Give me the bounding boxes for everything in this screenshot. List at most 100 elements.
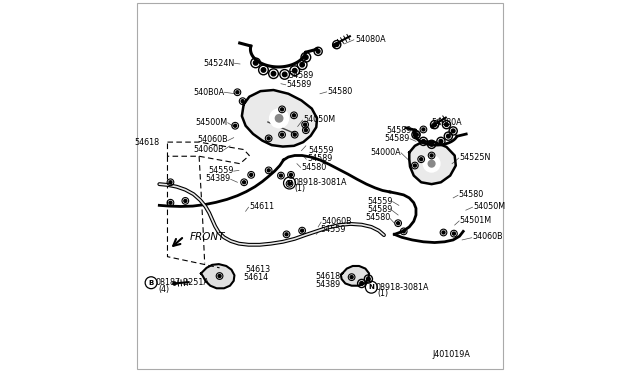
Circle shape xyxy=(397,222,399,225)
Text: FRONT: FRONT xyxy=(190,232,225,242)
Circle shape xyxy=(270,109,289,128)
Text: (1): (1) xyxy=(378,289,388,298)
Circle shape xyxy=(439,140,443,143)
Text: 08918-3081A: 08918-3081A xyxy=(294,178,348,187)
Text: 54580: 54580 xyxy=(328,87,353,96)
Text: 54614: 54614 xyxy=(244,273,269,282)
Text: 54589: 54589 xyxy=(367,205,392,214)
Polygon shape xyxy=(242,90,317,147)
Text: 54060B: 54060B xyxy=(472,232,503,241)
Text: 54501M: 54501M xyxy=(460,216,492,225)
Text: 540B0A: 540B0A xyxy=(193,88,225,97)
Circle shape xyxy=(261,68,266,72)
Polygon shape xyxy=(201,264,234,288)
Circle shape xyxy=(250,173,253,176)
Text: B: B xyxy=(148,280,154,286)
Text: 54500M: 54500M xyxy=(196,118,228,126)
Text: 54524N: 54524N xyxy=(203,59,234,68)
Circle shape xyxy=(442,231,445,234)
Text: 54060B: 54060B xyxy=(193,145,224,154)
Circle shape xyxy=(282,72,287,77)
Circle shape xyxy=(367,277,370,281)
Circle shape xyxy=(422,140,425,143)
Circle shape xyxy=(280,174,282,177)
Text: 54060B: 54060B xyxy=(322,217,353,226)
Circle shape xyxy=(169,181,172,184)
Circle shape xyxy=(293,133,296,136)
Text: 54559: 54559 xyxy=(320,225,346,234)
Circle shape xyxy=(445,123,449,126)
Circle shape xyxy=(236,91,239,94)
Text: J401019A: J401019A xyxy=(433,350,470,359)
Circle shape xyxy=(271,71,276,76)
Circle shape xyxy=(241,100,244,103)
Text: (1): (1) xyxy=(294,185,305,193)
Text: 54611: 54611 xyxy=(250,202,275,211)
Circle shape xyxy=(292,68,297,73)
Text: 54050M: 54050M xyxy=(473,202,506,211)
Text: 54389: 54389 xyxy=(205,174,231,183)
Text: 54559: 54559 xyxy=(309,146,334,155)
Circle shape xyxy=(414,133,418,137)
Circle shape xyxy=(350,276,353,279)
Circle shape xyxy=(300,62,305,67)
Circle shape xyxy=(428,160,435,167)
Text: 54589: 54589 xyxy=(387,126,412,135)
Circle shape xyxy=(430,154,433,157)
Polygon shape xyxy=(341,266,369,286)
Text: 54050M: 54050M xyxy=(303,115,335,124)
Text: 54080A: 54080A xyxy=(355,35,386,44)
Polygon shape xyxy=(410,141,456,184)
Text: 54613: 54613 xyxy=(246,265,271,274)
Circle shape xyxy=(169,201,172,204)
Circle shape xyxy=(234,124,237,127)
Text: 54618: 54618 xyxy=(316,272,340,280)
Text: N: N xyxy=(369,284,374,290)
Circle shape xyxy=(280,108,284,111)
Circle shape xyxy=(267,169,270,172)
Circle shape xyxy=(360,282,364,285)
Circle shape xyxy=(316,49,320,53)
Circle shape xyxy=(413,164,417,167)
Text: 54618: 54618 xyxy=(134,138,159,147)
Text: 54589: 54589 xyxy=(385,134,410,143)
Text: 54080A: 54080A xyxy=(431,118,462,127)
Circle shape xyxy=(335,43,339,46)
Circle shape xyxy=(305,129,307,132)
Text: 54580: 54580 xyxy=(301,163,326,172)
Text: 54000A: 54000A xyxy=(371,148,401,157)
Circle shape xyxy=(292,114,296,117)
Text: 54589: 54589 xyxy=(289,71,314,80)
Text: 08918-3081A: 08918-3081A xyxy=(375,283,429,292)
Circle shape xyxy=(420,158,422,161)
Circle shape xyxy=(303,55,308,60)
Circle shape xyxy=(402,230,405,233)
FancyBboxPatch shape xyxy=(137,3,503,369)
Text: (4): (4) xyxy=(159,285,170,294)
Circle shape xyxy=(267,137,270,140)
Circle shape xyxy=(433,123,436,126)
Text: 08187-2251A: 08187-2251A xyxy=(156,278,209,287)
Circle shape xyxy=(289,173,292,176)
Text: 54525N: 54525N xyxy=(460,153,491,162)
Circle shape xyxy=(429,142,433,146)
Circle shape xyxy=(452,232,456,235)
Circle shape xyxy=(447,134,450,138)
Circle shape xyxy=(303,123,307,126)
Circle shape xyxy=(415,133,418,136)
Circle shape xyxy=(280,133,284,136)
Circle shape xyxy=(253,61,258,65)
Circle shape xyxy=(285,233,288,236)
Text: 54389: 54389 xyxy=(316,280,340,289)
Circle shape xyxy=(184,199,187,202)
Circle shape xyxy=(424,155,440,172)
Circle shape xyxy=(243,181,246,184)
Text: 54060B: 54060B xyxy=(197,135,228,144)
Text: N: N xyxy=(287,180,292,186)
Circle shape xyxy=(301,229,303,232)
Text: 54580: 54580 xyxy=(459,190,484,199)
Text: 54589: 54589 xyxy=(307,154,332,163)
Circle shape xyxy=(451,129,455,133)
Text: 54559: 54559 xyxy=(208,166,234,175)
Text: 54589: 54589 xyxy=(287,80,312,89)
